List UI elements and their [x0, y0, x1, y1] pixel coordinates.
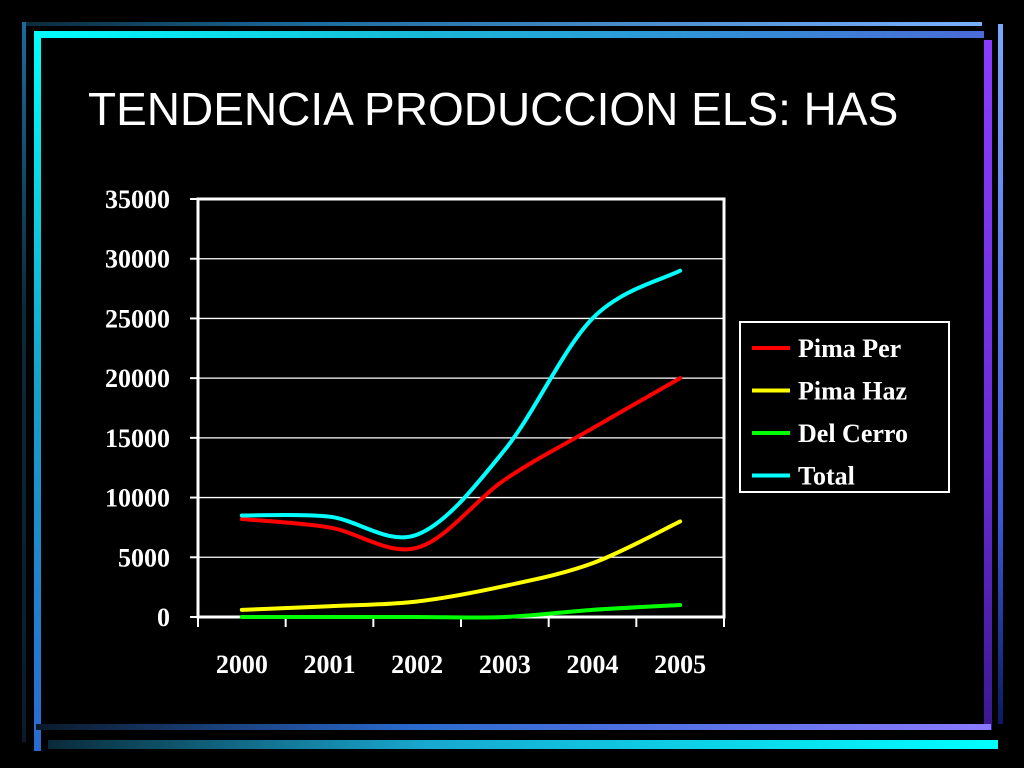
x-tick-label: 2002: [391, 650, 443, 679]
series-line-del-cerro: [239, 603, 683, 620]
series-line-pima-haz: [239, 519, 683, 612]
legend-label: Del Cerro: [798, 419, 908, 448]
plot-area-border: [196, 197, 726, 619]
x-tick-label: 2000: [216, 650, 268, 679]
x-tick-label: 2004: [567, 650, 619, 679]
x-axis-ticks: 2000 2001 2002 2003 2004 2005: [197, 617, 725, 679]
frame-left-inner-bar: [34, 31, 41, 751]
legend-box: [739, 321, 950, 493]
frame-top-outer-bar: [22, 22, 982, 26]
series-line-total: [239, 268, 683, 540]
x-tick-label: 2005: [654, 650, 706, 679]
y-tick-label: 10000: [105, 484, 170, 513]
y-tick-label: 5000: [118, 543, 170, 572]
x-tick-label: 2001: [304, 650, 356, 679]
frame-right-outer-bar: [998, 24, 1003, 724]
chart-gridlines: [198, 258, 724, 558]
frame-top-inner-bar: [34, 31, 984, 38]
frame-bottom-inner-bar: [36, 724, 991, 730]
y-tick-label: 0: [157, 603, 170, 632]
slide-title: TENDENCIA PRODUCCION ELS: HAS: [88, 83, 899, 135]
series-lines: [239, 268, 683, 620]
legend-label: Total: [798, 462, 855, 491]
y-tick-label: 30000: [105, 245, 170, 274]
frame-right-inner-bar: [984, 40, 992, 730]
series-line-pima-per: [239, 376, 683, 552]
legend-label: Pima Per: [798, 334, 901, 363]
y-tick-label: 35000: [105, 185, 170, 214]
x-tick-label: 2003: [479, 650, 531, 679]
y-tick-label: 15000: [105, 424, 170, 453]
y-tick-label: 25000: [105, 304, 170, 333]
y-tick-label: 20000: [105, 364, 170, 393]
y-axis-ticks: 0 5000 10000 15000 20000 25000 30000 35000: [105, 185, 198, 632]
frame-left-outer-bar: [22, 22, 26, 742]
chart-legend: Pima Per Pima Haz Del Cerro Total: [739, 321, 950, 493]
frame-bottom-outer-bar: [48, 740, 998, 749]
legend-label: Pima Haz: [798, 377, 907, 406]
